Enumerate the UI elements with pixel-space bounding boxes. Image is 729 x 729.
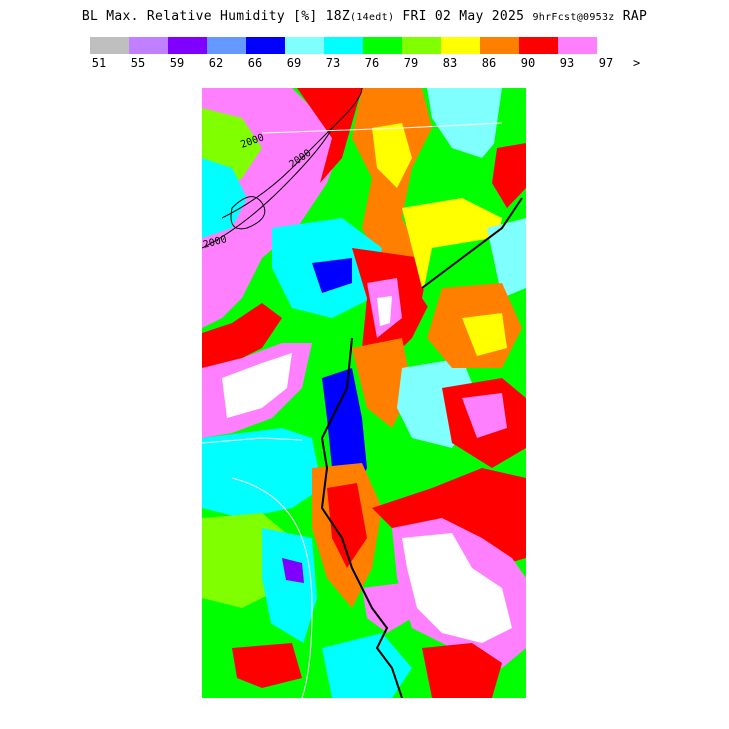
- state-border-line: [320, 337, 403, 698]
- region-orange-central: [352, 338, 412, 428]
- region-red-northeast: [492, 143, 526, 208]
- legend-swatch: [207, 37, 246, 54]
- color-legend-bar: [90, 37, 597, 54]
- region-cyan-northeast: [427, 88, 507, 158]
- region-very-high-north: [297, 88, 362, 183]
- region-pink-south-column: [362, 583, 412, 633]
- title-local-time: (14edt): [350, 12, 395, 23]
- color-legend-labels: > 51 55 59 62 66 69 73 76 79 83 86 90 93 97: [0, 56, 729, 72]
- region-saturated-south: [402, 533, 512, 643]
- terrain-contours: [202, 88, 363, 249]
- legend-tick-label: 59: [169, 56, 185, 70]
- legend-tick-label: 76: [364, 56, 380, 70]
- legend-swatch: [402, 37, 441, 54]
- county-line: [261, 122, 503, 134]
- legend-swatch: [480, 37, 519, 54]
- legend-tick-label: 90: [520, 56, 536, 70]
- legend-tick-label: 86: [481, 56, 497, 70]
- legend-tick-label: 62: [208, 56, 224, 70]
- legend-tick-label: 69: [286, 56, 302, 70]
- region-blue-piedmont: [312, 258, 352, 293]
- region-red-south-column: [327, 483, 367, 568]
- legend-swatch: [246, 37, 285, 54]
- region-yellow-central-north: [372, 123, 412, 188]
- county-line: [202, 437, 303, 444]
- humidity-map: 2000 2000 2000: [202, 88, 526, 698]
- title-forecast: 9hrFcst@0953z: [532, 12, 615, 23]
- region-yellow-east: [462, 313, 507, 356]
- title-date: FRI 02 May 2025: [402, 9, 525, 24]
- region-cyan-coast: [487, 218, 526, 298]
- legend-tick-label: 79: [403, 56, 419, 70]
- legend-tick-label: 73: [325, 56, 341, 70]
- legend-tick-label: 66: [247, 56, 263, 70]
- legend-swatch: [363, 37, 402, 54]
- legend-swatch: [168, 37, 207, 54]
- legend-overflow-label: >: [633, 56, 641, 70]
- region-white-central: [377, 296, 392, 326]
- map-title: BL Max. Relative Humidity [%] 18Z(14edt)…: [0, 9, 729, 24]
- region-saturated-west: [222, 353, 292, 418]
- legend-tick-label: 97: [598, 56, 614, 70]
- region-cyan-southwest: [262, 528, 317, 648]
- region-pink-east-central: [462, 393, 507, 438]
- legend-swatch: [285, 37, 324, 54]
- legend-swatch: [519, 37, 558, 54]
- county-lines: [202, 122, 503, 698]
- contour-line: [202, 127, 333, 249]
- title-main: BL Max. Relative Humidity [%] 18Z: [81, 9, 351, 24]
- region-cyan-west: [202, 428, 322, 518]
- legend-swatch: [324, 37, 363, 54]
- region-purple-southwest: [282, 558, 304, 583]
- legend-tick-label: 93: [559, 56, 575, 70]
- legend-swatch: [129, 37, 168, 54]
- region-cyan-south: [322, 633, 412, 698]
- region-red-south-coast: [422, 643, 502, 698]
- legend-swatch: [441, 37, 480, 54]
- legend-tick-label: 83: [442, 56, 458, 70]
- coastline: [231, 477, 313, 698]
- state-border: [320, 197, 523, 698]
- humidity-map-canvas: 2000 2000 2000: [202, 88, 526, 698]
- legend-tick-label: 55: [130, 56, 146, 70]
- contour-line: [230, 196, 266, 230]
- legend-swatch: [558, 37, 597, 54]
- region-red-west: [202, 303, 282, 368]
- humidity-fill-regions: [202, 88, 526, 698]
- region-cyan-west-mountains: [202, 158, 247, 238]
- legend-swatch: [90, 37, 129, 54]
- state-border-line: [421, 197, 523, 289]
- title-model: RAP: [622, 9, 648, 24]
- legend-tick-label: 51: [91, 56, 107, 70]
- region-red-southwest: [232, 643, 302, 688]
